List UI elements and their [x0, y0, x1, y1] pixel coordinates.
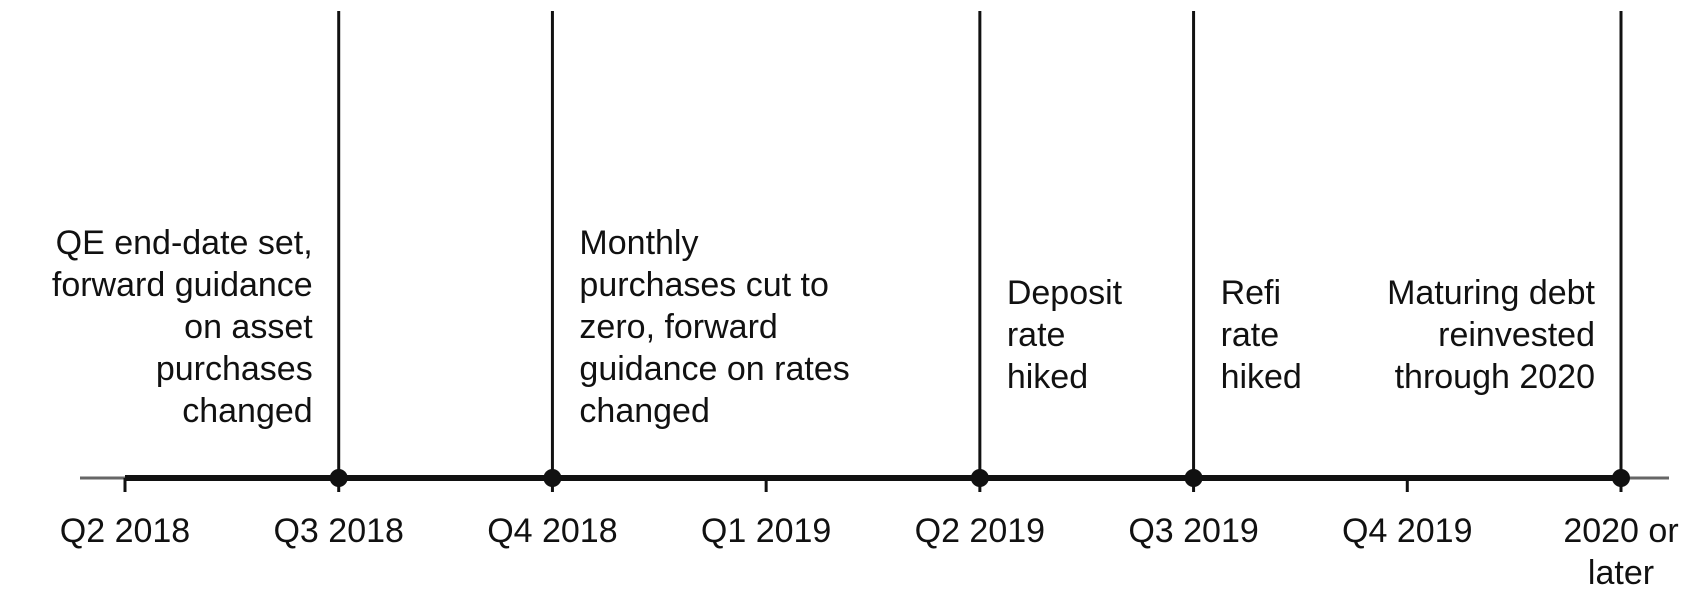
tick-label: later — [1588, 554, 1654, 589]
event-text: changed — [579, 392, 709, 430]
event-text: purchases cut to — [579, 266, 828, 304]
event-dot — [970, 469, 989, 487]
event-text: through 2020 — [1395, 358, 1595, 396]
tick-label: Q4 2019 — [1342, 512, 1472, 550]
tick-label: Q3 2019 — [1128, 512, 1258, 550]
event-text: Deposit — [1007, 274, 1123, 312]
event-text: forward guidance — [52, 266, 313, 304]
tick-label: Q1 2019 — [701, 512, 831, 550]
event-text: Maturing debt — [1387, 274, 1595, 312]
event-text: zero, forward — [579, 308, 777, 346]
tick-label: Q2 2019 — [915, 512, 1045, 550]
event-dot — [329, 469, 348, 487]
event-text: Refi — [1221, 274, 1281, 312]
event-text: changed — [182, 392, 312, 430]
tick-label: Q2 2018 — [60, 512, 190, 550]
event-text: guidance on rates — [579, 350, 849, 388]
event-text: on asset — [184, 308, 313, 346]
event-dot — [543, 469, 562, 487]
tick-label: Q3 2018 — [273, 512, 403, 550]
event-dot — [1184, 469, 1203, 487]
event-text: hiked — [1221, 358, 1302, 396]
event-text: purchases — [156, 350, 313, 388]
event-text: QE end-date set, — [56, 224, 313, 262]
event-text: rate — [1007, 316, 1066, 354]
event-text: reinvested — [1438, 316, 1595, 354]
event-text: Monthly — [579, 224, 698, 262]
event-dot — [1612, 469, 1630, 487]
event-text: hiked — [1007, 358, 1088, 396]
event-text: rate — [1221, 316, 1280, 354]
tick-label: Q4 2018 — [487, 512, 617, 550]
tick-label: 2020 or — [1563, 512, 1678, 550]
